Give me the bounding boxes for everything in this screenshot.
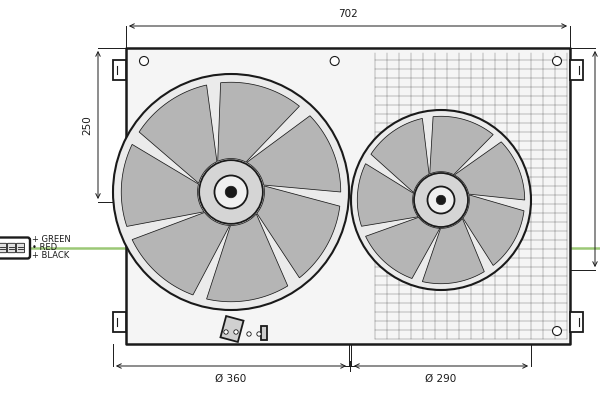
Text: Ø 360: Ø 360 [215,374,247,384]
Polygon shape [139,85,217,183]
Text: • RED: • RED [32,244,56,252]
Circle shape [234,330,238,334]
Text: 250: 250 [82,115,92,135]
Circle shape [225,186,237,198]
Circle shape [436,195,446,205]
Polygon shape [422,218,484,284]
Circle shape [214,176,248,208]
FancyBboxPatch shape [0,238,30,258]
Circle shape [351,110,531,290]
Circle shape [224,330,228,334]
Bar [126,48,570,344]
Polygon shape [218,82,299,162]
Text: Ø 290: Ø 290 [425,374,457,384]
Polygon shape [247,116,341,192]
Bar [570,60,583,80]
Polygon shape [132,212,230,295]
Bar [113,312,126,332]
Polygon shape [371,118,429,192]
FancyBboxPatch shape [17,243,25,253]
Circle shape [113,74,349,310]
Polygon shape [365,217,440,278]
Circle shape [553,56,562,66]
Bar [220,316,244,342]
FancyBboxPatch shape [0,243,7,253]
Circle shape [247,332,251,336]
Circle shape [199,160,263,224]
Text: 702: 702 [338,9,358,19]
Circle shape [414,173,468,227]
Circle shape [139,56,149,66]
FancyBboxPatch shape [7,243,16,253]
Circle shape [427,186,455,214]
Circle shape [553,326,562,336]
Text: + BLACK: + BLACK [32,252,69,260]
Polygon shape [463,195,524,266]
Circle shape [330,56,339,66]
Polygon shape [430,116,493,175]
Polygon shape [206,214,288,302]
Text: PRASCO GROUP: PRASCO GROUP [114,164,486,206]
Bar [570,312,583,332]
Polygon shape [454,142,525,200]
Bar [261,326,267,340]
Bar [113,60,126,80]
Polygon shape [257,186,340,278]
Polygon shape [358,164,418,226]
Polygon shape [121,144,204,226]
Text: + GREEN: + GREEN [32,236,70,244]
Circle shape [257,332,261,336]
